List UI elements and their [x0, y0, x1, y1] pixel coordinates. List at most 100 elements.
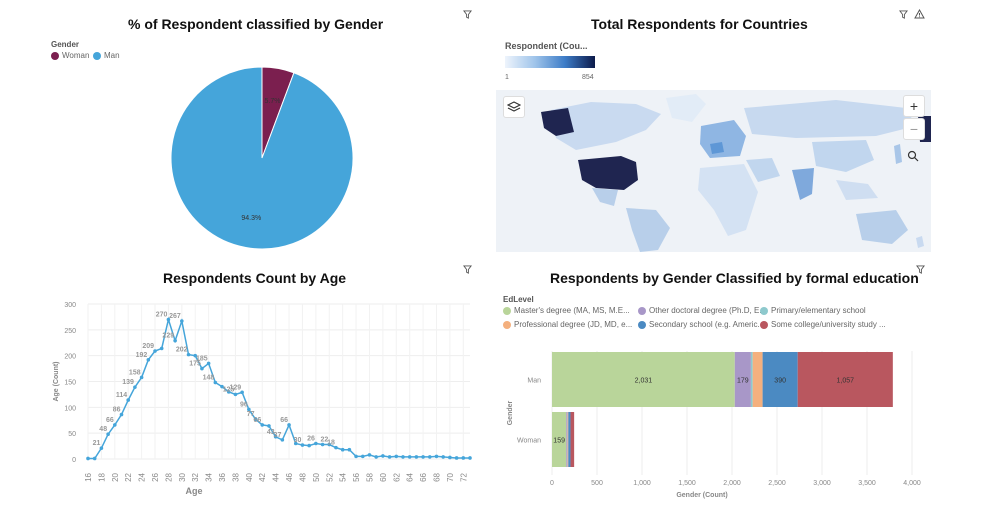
- age-point[interactable]: [334, 445, 338, 450]
- age-point[interactable]: [106, 432, 110, 436]
- layers-button[interactable]: [503, 96, 525, 118]
- age-point[interactable]: [314, 441, 318, 446]
- age-point[interactable]: [226, 390, 231, 394]
- legend-item-edlevel[interactable]: Professional degree (JD, MD, e...: [503, 320, 632, 329]
- map-region-africa[interactable]: [698, 164, 758, 236]
- map-region-japan[interactable]: [894, 144, 902, 164]
- age-point[interactable]: [267, 424, 271, 428]
- map-region-usa[interactable]: [578, 156, 638, 190]
- bar-segment[interactable]: [762, 352, 798, 407]
- age-point[interactable]: [387, 455, 392, 459]
- world-map[interactable]: [496, 90, 931, 252]
- age-point[interactable]: [320, 442, 325, 447]
- age-point[interactable]: [468, 456, 472, 460]
- age-point[interactable]: [220, 384, 224, 389]
- map-region-india[interactable]: [792, 168, 814, 200]
- age-point[interactable]: [86, 456, 90, 461]
- map-region-australia[interactable]: [856, 210, 908, 244]
- age-point[interactable]: [273, 434, 278, 439]
- filter-icon[interactable]: [916, 265, 925, 277]
- age-point[interactable]: [99, 446, 104, 450]
- age-point[interactable]: [414, 455, 419, 459]
- age-point[interactable]: [427, 455, 432, 459]
- map-region-canada[interactable]: [551, 102, 661, 150]
- bar-segment[interactable]: [750, 352, 753, 407]
- bar-segment[interactable]: [552, 352, 735, 407]
- map-region-se-asia[interactable]: [836, 180, 878, 200]
- map-region-south-america[interactable]: [626, 208, 670, 252]
- map-region-alaska[interactable]: [541, 108, 574, 136]
- age-point[interactable]: [159, 346, 164, 351]
- age-point[interactable]: [367, 453, 372, 457]
- bar-segment[interactable]: [552, 412, 567, 467]
- age-point[interactable]: [139, 375, 144, 380]
- age-point[interactable]: [213, 380, 218, 385]
- bar-segment[interactable]: [568, 412, 571, 467]
- age-point[interactable]: [280, 438, 285, 442]
- age-point[interactable]: [287, 423, 291, 427]
- age-point[interactable]: [394, 454, 399, 459]
- age-point[interactable]: [434, 454, 439, 459]
- age-point[interactable]: [374, 455, 378, 459]
- age-point[interactable]: [146, 358, 151, 362]
- bar-segment[interactable]: [570, 412, 575, 467]
- legend-item-edlevel[interactable]: Other doctoral degree (Ph.D, E...: [638, 306, 766, 315]
- age-point[interactable]: [401, 455, 405, 459]
- map-region-greenland[interactable]: [666, 94, 706, 122]
- legend-item-edlevel[interactable]: Some college/university study ...: [760, 320, 886, 329]
- map-region-china[interactable]: [812, 140, 874, 172]
- legend-item-edlevel[interactable]: Primary/elementary school: [760, 306, 866, 315]
- age-point[interactable]: [126, 398, 131, 402]
- age-point[interactable]: [381, 454, 385, 458]
- zoom-in-button[interactable]: +: [903, 95, 925, 117]
- age-point[interactable]: [354, 454, 358, 459]
- age-point[interactable]: [347, 447, 352, 452]
- age-point[interactable]: [206, 361, 211, 366]
- map-region-middle-east[interactable]: [746, 158, 780, 182]
- filter-icon[interactable]: [463, 10, 472, 22]
- age-point[interactable]: [173, 338, 177, 343]
- warning-icon[interactable]: [914, 8, 925, 22]
- age-point[interactable]: [461, 456, 466, 460]
- bar-segment[interactable]: [566, 412, 568, 467]
- age-point[interactable]: [307, 443, 311, 448]
- age-point[interactable]: [180, 319, 184, 323]
- bar-segment[interactable]: [797, 352, 893, 407]
- age-point[interactable]: [133, 385, 137, 389]
- legend-item-man[interactable]: Man: [93, 51, 120, 60]
- map-region-germany[interactable]: [710, 142, 724, 154]
- age-point[interactable]: [407, 455, 412, 459]
- map-region-russia[interactable]: [744, 100, 916, 138]
- map-search-button[interactable]: [903, 146, 923, 166]
- age-point[interactable]: [166, 317, 171, 322]
- age-point[interactable]: [293, 441, 298, 446]
- bar-segment[interactable]: [752, 352, 763, 407]
- age-point[interactable]: [113, 423, 117, 427]
- age-point[interactable]: [300, 443, 305, 447]
- filter-icon[interactable]: [899, 10, 908, 22]
- zoom-out-button[interactable]: −: [903, 118, 925, 140]
- map-region-new-zealand[interactable]: [916, 236, 924, 248]
- pie-slice-man[interactable]: [170, 66, 354, 250]
- age-point[interactable]: [441, 455, 445, 459]
- age-point[interactable]: [233, 392, 238, 397]
- age-point[interactable]: [153, 349, 157, 353]
- age-point[interactable]: [240, 390, 244, 395]
- bar-segment[interactable]: [734, 352, 751, 407]
- age-point[interactable]: [92, 456, 97, 461]
- legend-item-edlevel[interactable]: Master's degree (MA, MS, M.E...: [503, 306, 630, 315]
- age-point[interactable]: [260, 423, 265, 427]
- age-point[interactable]: [448, 455, 452, 460]
- age-point[interactable]: [247, 407, 251, 412]
- legend-item-woman[interactable]: Woman: [51, 51, 89, 60]
- age-point[interactable]: [327, 442, 332, 447]
- age-point[interactable]: [454, 456, 459, 460]
- legend-item-edlevel[interactable]: Secondary school (e.g. Americ...: [638, 320, 764, 329]
- age-point[interactable]: [200, 366, 204, 371]
- bar-segment[interactable]: [567, 412, 569, 467]
- age-point[interactable]: [193, 353, 198, 358]
- age-point[interactable]: [119, 412, 124, 417]
- age-point[interactable]: [253, 417, 258, 422]
- age-point[interactable]: [340, 447, 345, 452]
- map-region-mexico[interactable]: [592, 188, 618, 206]
